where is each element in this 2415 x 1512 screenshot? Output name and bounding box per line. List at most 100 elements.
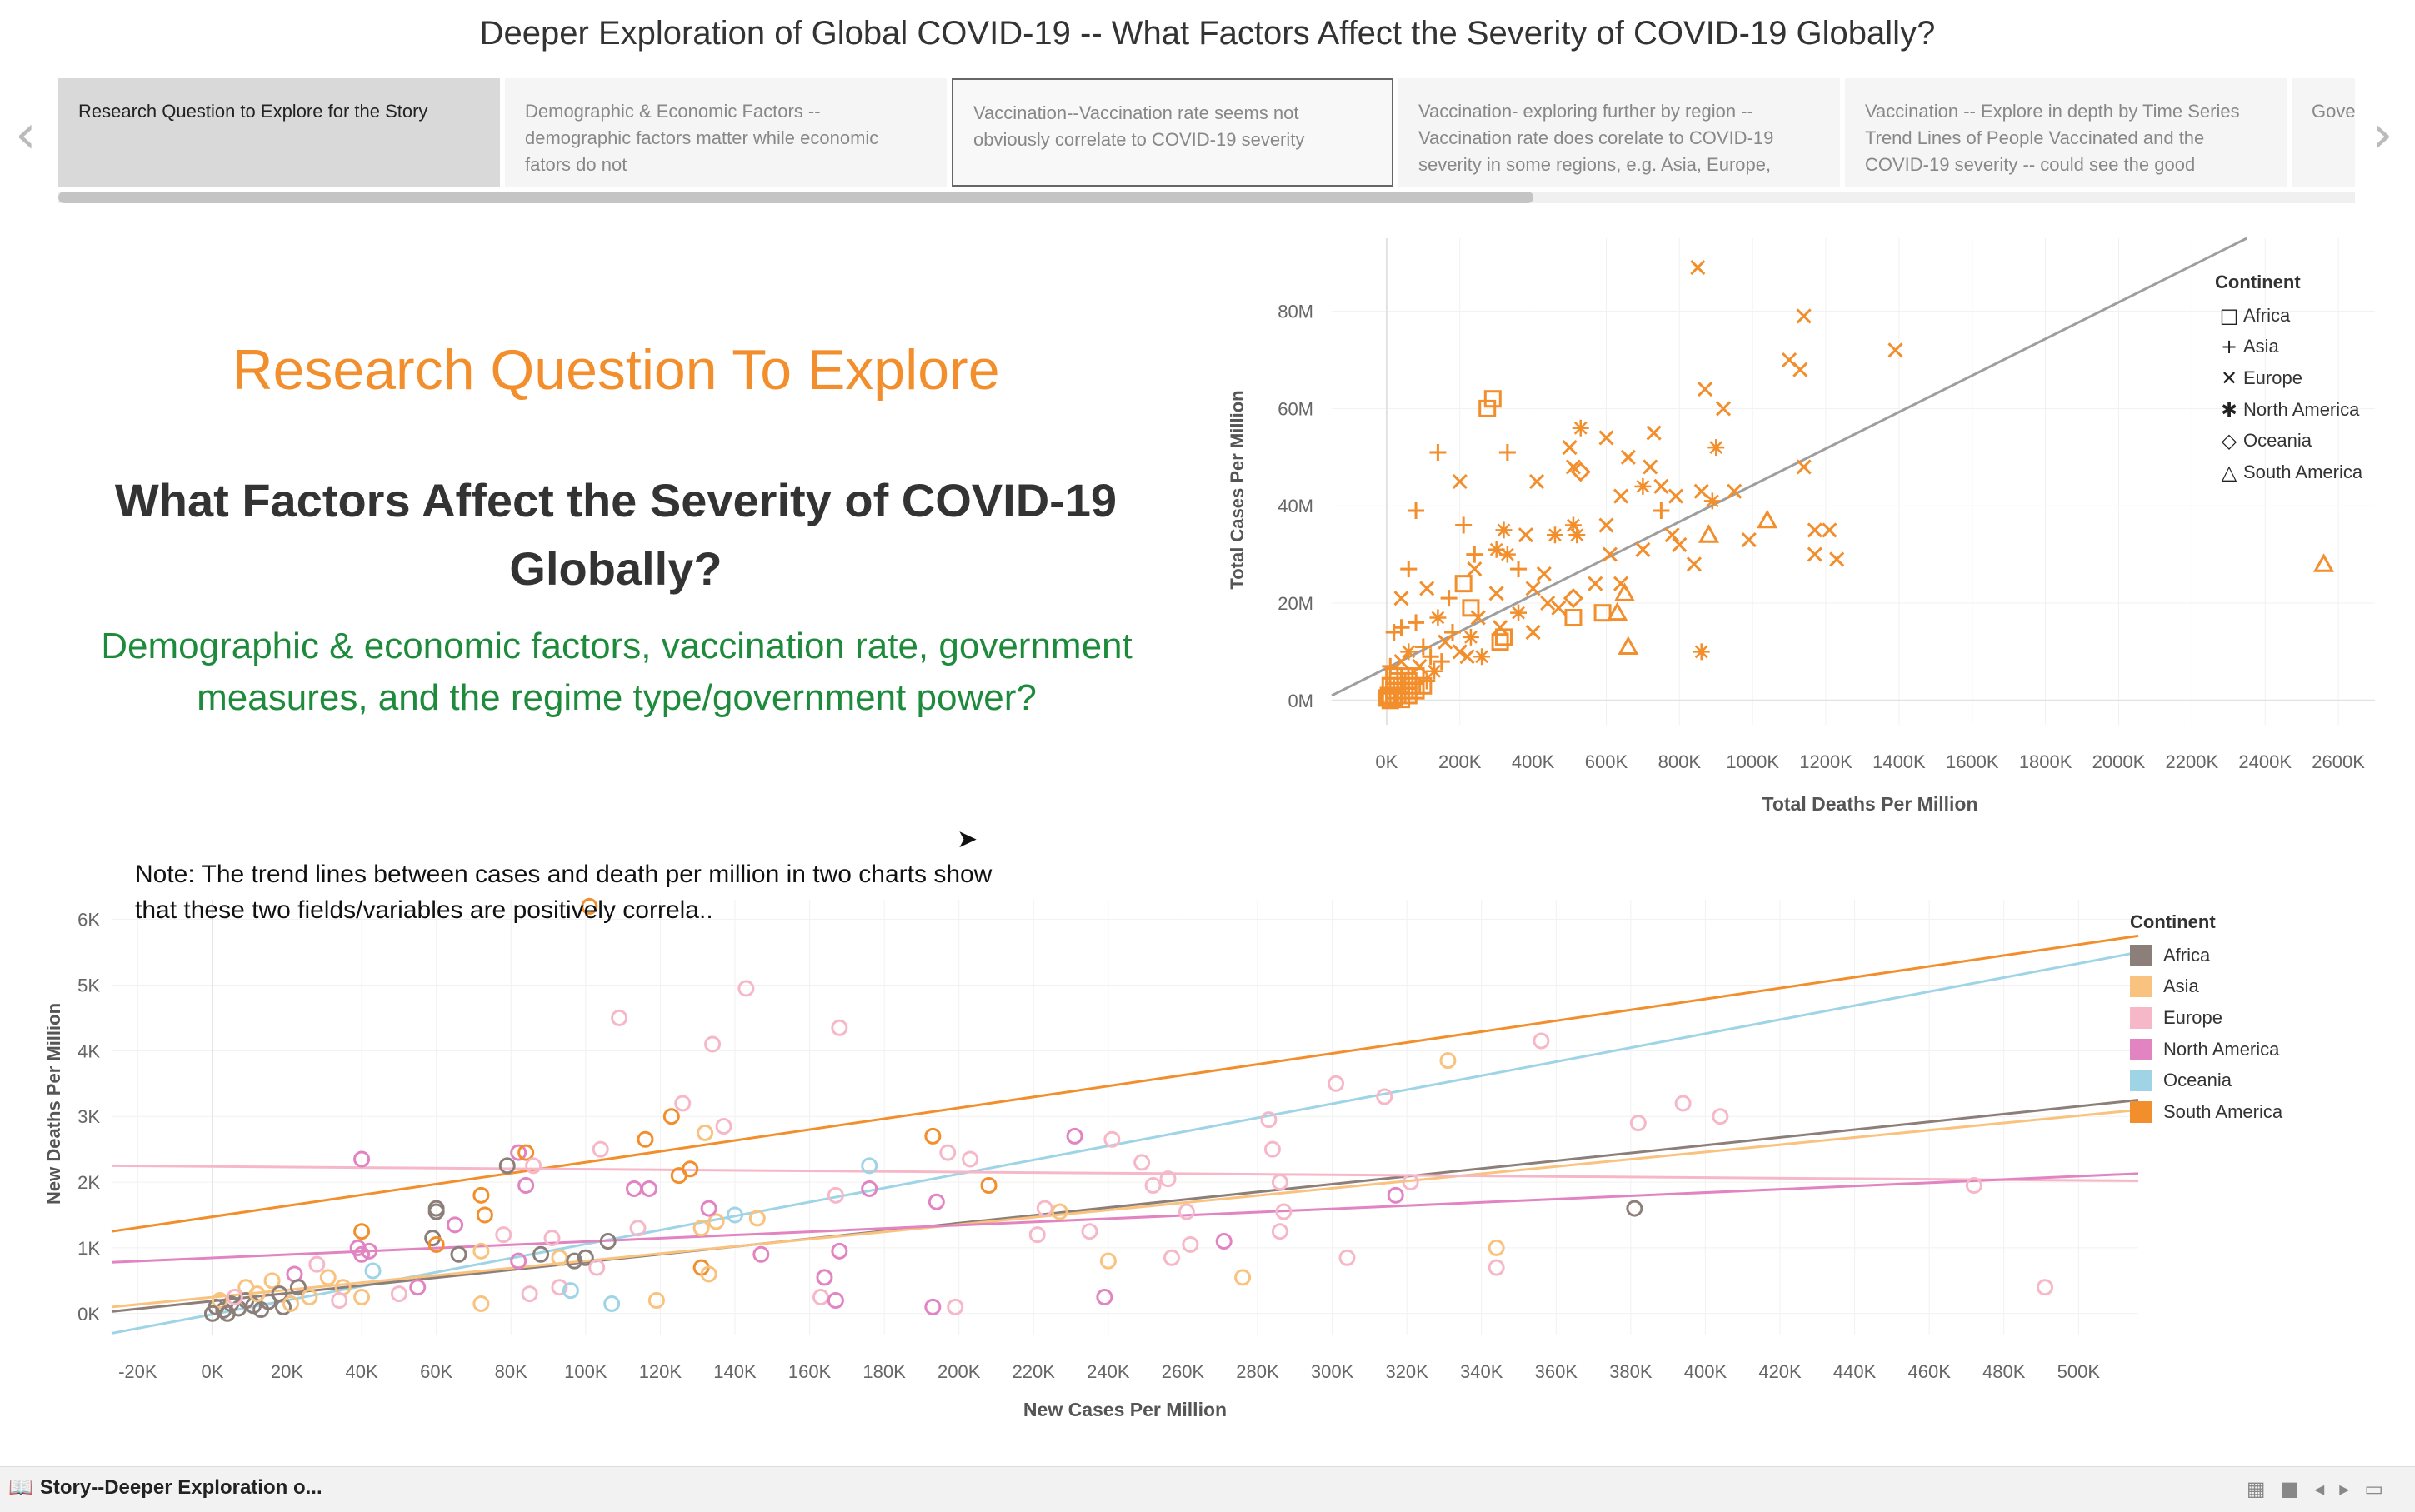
prev-sheet-icon[interactable]: ◂ — [2314, 1477, 2340, 1500]
data-point — [611, 1009, 628, 1026]
y-tick-label: 0K — [78, 1304, 100, 1325]
legend-item-europe[interactable]: ✕ Europe — [2215, 362, 2362, 394]
data-point — [1698, 381, 1713, 397]
data-point — [962, 1150, 979, 1168]
x-tick-label: 200K — [938, 1361, 981, 1382]
legend-item-oceania[interactable]: Oceania — [2130, 1065, 2282, 1096]
data-point — [1565, 459, 1582, 475]
data-point — [353, 1245, 371, 1263]
data-point — [662, 1108, 680, 1125]
data-point — [637, 1130, 654, 1148]
legend-label: North America — [2163, 1038, 2280, 1060]
data-point — [947, 1298, 964, 1315]
trend-line — [111, 1099, 2139, 1313]
data-point — [1234, 1269, 1252, 1286]
data-point — [1466, 546, 1483, 563]
story-sheet-tab[interactable]: 📖 Story--Deeper Exploration o... — [8, 1475, 322, 1500]
presentation-icon[interactable]: ▭ — [2364, 1477, 2398, 1500]
x-tick-label: 240K — [1087, 1361, 1130, 1382]
y-tick-label: 2K — [78, 1172, 100, 1193]
data-point — [1498, 443, 1516, 461]
story-sheet-tab-label: Story--Deeper Exploration o... — [39, 1476, 322, 1499]
data-point — [1488, 541, 1505, 558]
story-tab-demographic[interactable]: Demographic & Economic Factors -- demogr… — [505, 78, 947, 187]
legend-item-africa[interactable]: □ Africa — [2215, 300, 2362, 332]
next-arrow-icon[interactable]: › — [2372, 104, 2393, 166]
data-point — [409, 1279, 427, 1296]
legend-item-north-america[interactable]: North America — [2130, 1034, 2282, 1065]
x-tick-label: 400K — [1684, 1361, 1728, 1382]
trend-note: Note: The trend lines between cases and … — [135, 861, 992, 924]
shape-legend-title: Continent — [2215, 272, 2301, 292]
data-point — [939, 1144, 957, 1161]
plus-icon: + — [2220, 335, 2238, 359]
data-point — [525, 1157, 542, 1175]
data-point — [738, 980, 755, 997]
y-tick-label: 40M — [1278, 496, 1313, 516]
data-point — [1488, 586, 1504, 601]
x-tick-label: -20K — [118, 1361, 158, 1382]
legend-item-south-america[interactable]: △ South America — [2215, 457, 2362, 488]
story-tab-research-question[interactable]: Research Question to Explore for the Sto… — [58, 78, 500, 187]
y-tick-label: 6K — [78, 910, 100, 931]
data-point — [390, 1285, 408, 1303]
data-point — [1690, 259, 1706, 276]
data-point — [682, 1160, 699, 1178]
prev-arrow-icon[interactable]: ‹ — [15, 104, 37, 166]
legend-item-asia[interactable]: + Asia — [2215, 332, 2362, 363]
data-point — [1454, 575, 1472, 593]
legend-label: Asia — [2163, 976, 2199, 997]
story-tab-government[interactable]: Government measures and severity — [2292, 78, 2355, 187]
legend-label: Europe — [2163, 1006, 2222, 1028]
legend-item-africa[interactable]: Africa — [2130, 940, 2282, 971]
data-point — [1429, 609, 1447, 626]
story-tab-vaccination-region[interactable]: Vaccination- exploring further by region… — [1398, 78, 1840, 187]
x-axis-title: New Cases Per Million — [1023, 1399, 1227, 1420]
data-point — [704, 1035, 722, 1053]
data-point — [353, 1223, 371, 1240]
data-point — [1103, 1130, 1121, 1148]
x-tick-label: 100K — [564, 1361, 608, 1382]
data-point — [1618, 636, 1639, 656]
story-tab-vaccination-timeseries[interactable]: Vaccination -- Explore in depth by Time … — [1845, 78, 2287, 187]
cross-icon: ✕ — [2220, 366, 2238, 390]
data-point — [1703, 492, 1721, 510]
data-point — [518, 1177, 535, 1195]
legend-item-north-america[interactable]: ✱ North America — [2215, 394, 2362, 426]
data-point — [1712, 1108, 1729, 1125]
legend-item-south-america[interactable]: South America — [2130, 1096, 2282, 1128]
trend-line — [1331, 237, 2248, 697]
data-point — [1635, 541, 1651, 557]
data-point — [510, 1252, 528, 1270]
next-sheet-icon[interactable]: ▸ — [2339, 1477, 2365, 1500]
legend-item-oceania[interactable]: ◇ Oceania — [2215, 425, 2362, 457]
data-point — [726, 1206, 743, 1224]
data-point — [1376, 1088, 1393, 1105]
data-point — [260, 1293, 278, 1310]
data-point — [289, 1279, 307, 1296]
legend-label: Oceania — [2163, 1070, 2232, 1091]
legend-item-europe[interactable]: Europe — [2130, 1002, 2282, 1034]
data-point — [543, 1230, 561, 1247]
data-point — [1215, 1233, 1232, 1250]
x-tick-label: 380K — [1609, 1361, 1652, 1382]
tabs-scrollbar-thumb[interactable] — [58, 192, 1533, 203]
data-point — [532, 1245, 550, 1263]
filmstrip-icon[interactable]: ■ — [2280, 1477, 2315, 1500]
data-point — [1470, 610, 1486, 626]
data-point — [1452, 644, 1468, 660]
legend-item-asia[interactable]: Asia — [2130, 971, 2282, 1003]
data-point — [581, 897, 598, 915]
shape-legend: Continent □ Africa + Asia ✕ Europe ✱ North A… — [2215, 272, 2362, 488]
story-tab-vaccination[interactable]: Vaccination--Vaccination rate seems not … — [952, 78, 1393, 187]
data-point — [1693, 483, 1709, 499]
x-tick-label: 2000K — [2092, 751, 2146, 772]
data-point — [1438, 634, 1453, 650]
data-point — [1418, 672, 1436, 690]
data-point — [364, 1262, 382, 1280]
data-point — [1408, 502, 1425, 520]
data-point — [861, 1180, 878, 1197]
grid-view-icon[interactable]: ▦ — [2246, 1477, 2281, 1500]
data-point — [1570, 462, 1591, 482]
trend-line — [111, 1164, 2139, 1182]
